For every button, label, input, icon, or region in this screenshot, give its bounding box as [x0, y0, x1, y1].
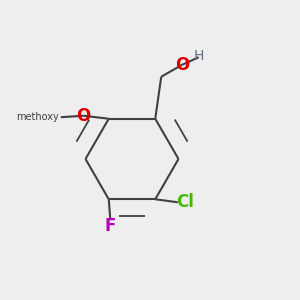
Text: O: O — [175, 56, 189, 74]
Text: Cl: Cl — [176, 193, 194, 211]
Text: H: H — [194, 49, 204, 63]
Text: methoxy: methoxy — [16, 112, 59, 122]
Text: O: O — [76, 107, 90, 125]
Text: F: F — [105, 217, 116, 235]
